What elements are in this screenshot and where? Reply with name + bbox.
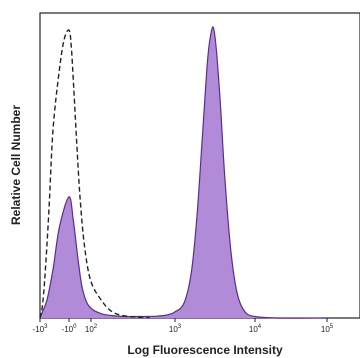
x-tick-label-5: 104 [249, 324, 262, 334]
x-tick-label-3: 102 [85, 324, 98, 334]
plot-area: -103 -100 102 103 104 105 [33, 12, 360, 334]
x-tick-label-2: -100 [62, 324, 78, 334]
x-tick-label-4: 103 [169, 324, 182, 334]
x-tick-label-1: -103 [33, 324, 49, 334]
series-1-filled-area [40, 26, 327, 319]
series-1-outline [39, 26, 328, 319]
series-layer [39, 26, 328, 319]
x-axis-ticks: -103 -100 102 103 104 105 [33, 318, 334, 334]
y-axis-title: Relative Cell Number [9, 105, 23, 225]
x-axis-title: Log Fluorescence Intensity [127, 343, 283, 357]
x-tick-label-6: 105 [321, 324, 334, 334]
